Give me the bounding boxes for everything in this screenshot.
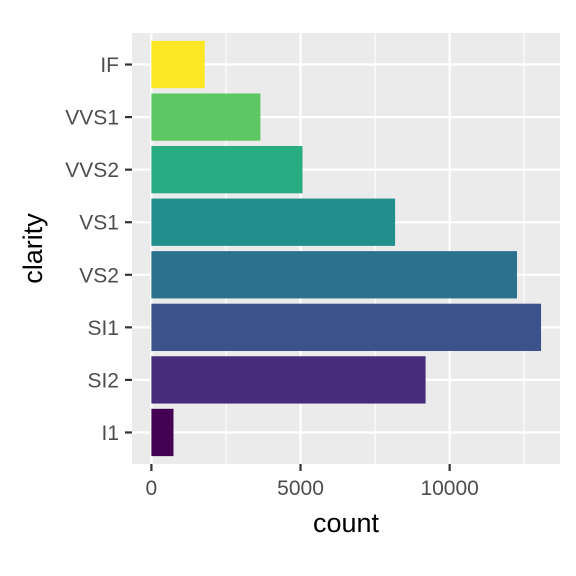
bar-si1 [151,303,542,351]
bars [151,40,542,457]
bar-if [151,40,205,89]
y-tick-label-si2: SI2 [87,369,119,392]
y-axis-title: clarity [18,213,48,284]
bar-si2 [151,356,426,404]
bar-i1 [151,408,174,457]
bar-vs2 [151,251,517,299]
y-tick-label-vs2: VS2 [79,264,119,287]
y-tick-label-vs1: VS1 [79,212,119,235]
y-tick-label-if: IF [100,54,119,77]
x-axis: 0 5000 10000 [146,464,479,500]
x-tick-label: 10000 [420,477,478,500]
x-tick-label: 5000 [277,477,324,500]
x-tick-label: 0 [146,477,158,500]
bar-vs1 [151,198,396,246]
y-axis: I1 SI2 SI1 VS2 VS1 VVS2 VVS1 IF [65,54,132,445]
bar-vvs2 [151,146,303,194]
x-axis-title: count [313,508,380,538]
y-tick-label-i1: I1 [101,422,119,445]
bar-vvs1 [151,93,261,141]
y-tick-label-si1: SI1 [87,317,119,340]
y-tick-label-vvs2: VVS2 [65,159,119,182]
y-tick-label-vvs1: VVS1 [65,107,119,130]
